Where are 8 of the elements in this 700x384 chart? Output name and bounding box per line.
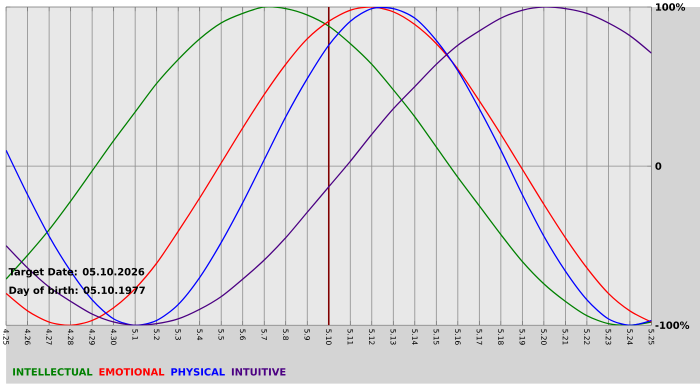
line-series (6, 7, 652, 326)
text: INTELLECTUAL (13, 368, 92, 376)
y-tick-label: -100% (655, 322, 690, 330)
y-tick-label: 100% (656, 3, 686, 11)
text: INTUITIVE (232, 368, 286, 376)
y-tick-label: 0 (655, 162, 662, 170)
text: PHYSICAL (171, 368, 225, 376)
text: EMOTIONAL (99, 368, 164, 376)
